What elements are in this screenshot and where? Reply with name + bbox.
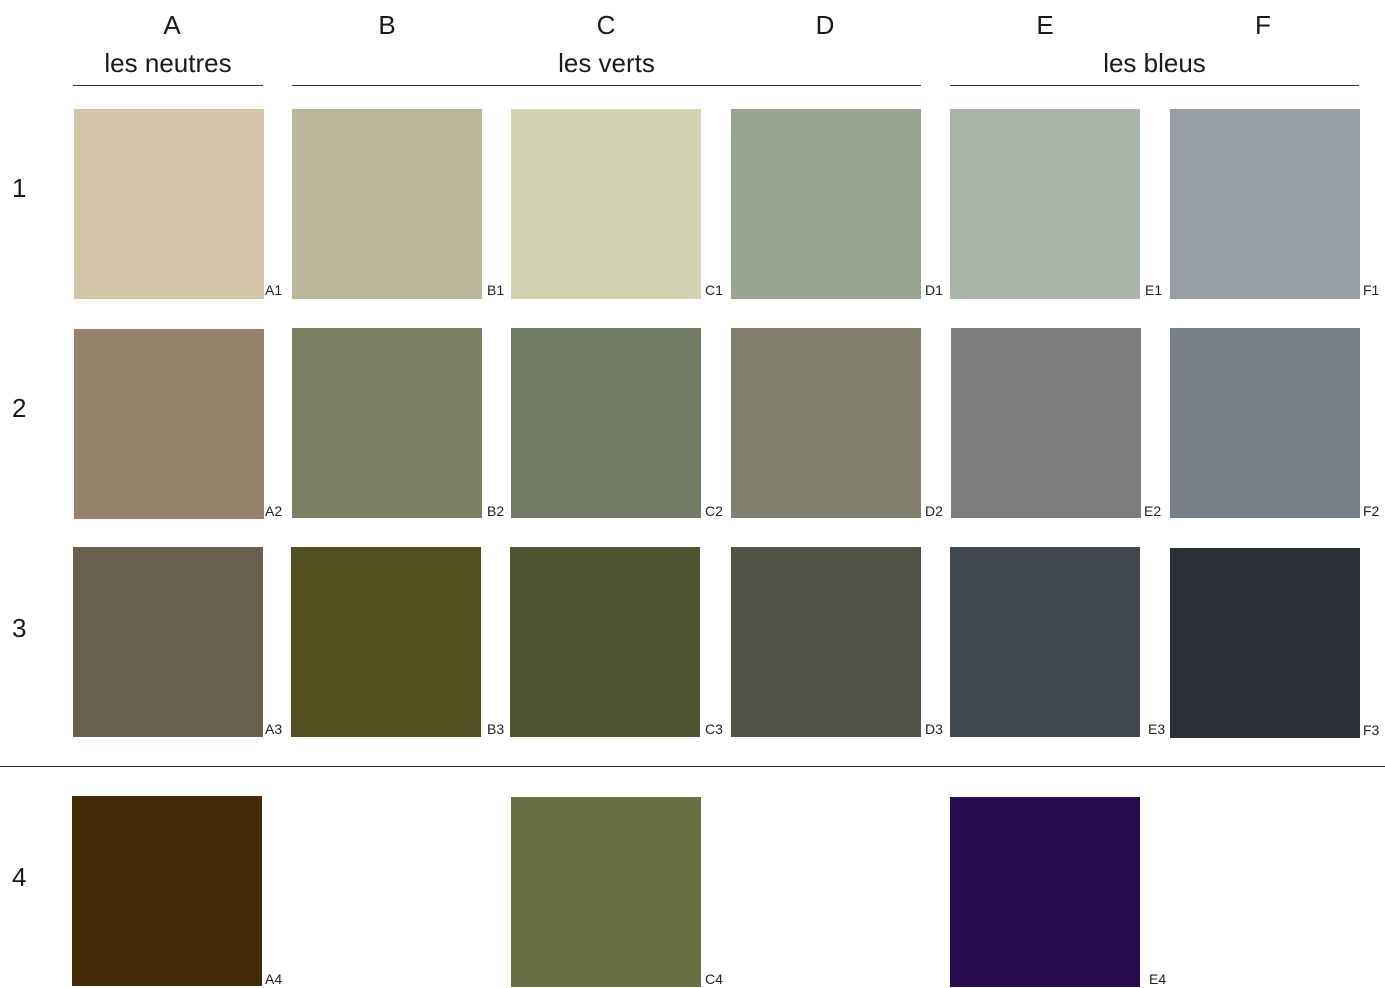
row-divider — [0, 766, 1385, 767]
swatch-f3 — [1170, 548, 1360, 738]
group-underline-neutres — [73, 85, 263, 86]
column-header-a: A — [163, 10, 181, 40]
swatch-f2 — [1170, 328, 1360, 518]
swatch-code-f3: F3 — [1363, 722, 1380, 738]
column-header-f: F — [1255, 10, 1271, 40]
swatch-b1 — [292, 109, 482, 299]
swatch-code-c4: C4 — [705, 971, 723, 987]
swatch-code-f2: F2 — [1363, 503, 1380, 519]
swatch-code-e2: E2 — [1144, 503, 1162, 519]
swatch-a1 — [74, 109, 264, 299]
swatch-code-b1: B1 — [487, 282, 505, 298]
swatch-c3 — [510, 547, 700, 737]
group-label-neutres: les neutres — [104, 48, 232, 78]
column-header-d: D — [815, 10, 835, 40]
group-label-bleus: les bleus — [1103, 48, 1206, 78]
swatch-e4 — [950, 797, 1140, 987]
swatch-code-f1: F1 — [1363, 282, 1380, 298]
swatch-code-b3: B3 — [487, 721, 505, 737]
swatch-c2 — [511, 328, 701, 518]
swatch-code-a3: A3 — [265, 721, 283, 737]
swatch-code-b2: B2 — [487, 503, 505, 519]
swatch-e1 — [950, 109, 1140, 299]
row-label-1: 1 — [12, 173, 27, 203]
group-underline-bleus — [950, 85, 1359, 86]
swatch-d2 — [731, 328, 921, 518]
swatch-a2 — [74, 329, 264, 519]
swatch-f1 — [1170, 109, 1360, 299]
column-header-c: C — [596, 10, 616, 40]
swatch-a4 — [72, 796, 262, 986]
swatch-code-d1: D1 — [925, 282, 943, 298]
swatch-code-d2: D2 — [925, 503, 943, 519]
swatch-c1 — [511, 109, 701, 299]
swatch-d1 — [731, 109, 921, 299]
swatch-c4 — [511, 797, 701, 987]
column-header-b: B — [378, 10, 396, 40]
swatch-code-e4: E4 — [1149, 971, 1167, 987]
swatch-code-c1: C1 — [705, 282, 723, 298]
swatch-code-a1: A1 — [265, 282, 283, 298]
swatch-a3 — [73, 547, 263, 737]
swatch-d3 — [731, 547, 921, 737]
column-header-e: E — [1036, 10, 1054, 40]
swatch-code-a4: A4 — [265, 971, 283, 987]
swatch-code-d3: D3 — [925, 721, 943, 737]
group-underline-verts — [292, 85, 921, 86]
swatch-b3 — [291, 547, 481, 737]
group-label-verts: les verts — [558, 48, 655, 78]
swatch-code-e1: E1 — [1145, 282, 1163, 298]
swatch-code-c2: C2 — [705, 503, 723, 519]
swatch-code-c3: C3 — [705, 721, 723, 737]
swatch-e2 — [951, 328, 1141, 518]
row-label-4: 4 — [12, 862, 27, 892]
swatch-e3 — [950, 547, 1140, 737]
swatch-b2 — [292, 328, 482, 518]
swatch-code-e3: E3 — [1148, 721, 1166, 737]
swatch-code-a2: A2 — [265, 503, 283, 519]
row-label-2: 2 — [12, 393, 27, 423]
row-label-3: 3 — [12, 613, 27, 643]
